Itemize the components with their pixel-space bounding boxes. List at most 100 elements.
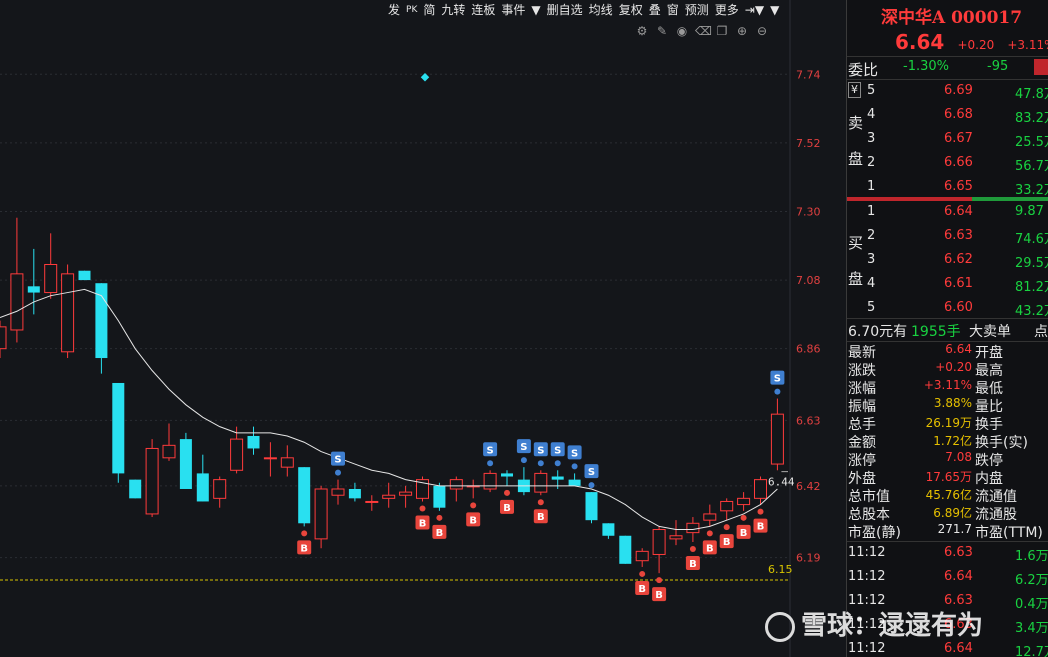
candle-body[interactable]: [78, 270, 91, 281]
candle-body[interactable]: [230, 438, 244, 471]
bid-row[interactable]: 2 6.63 74.6万: [847, 228, 1048, 247]
candle-body[interactable]: [449, 479, 463, 490]
buy-signal-icon[interactable]: [500, 499, 514, 514]
yen-icon[interactable]: ¥: [848, 82, 861, 98]
candle-body[interactable]: [602, 523, 615, 536]
bid-row[interactable]: 1 6.64 9.87: [847, 204, 1048, 222]
candle-body[interactable]: [348, 488, 361, 499]
gear-icon[interactable]: ⚙: [636, 24, 648, 38]
candle-body[interactable]: [129, 479, 142, 499]
candle-body[interactable]: [27, 286, 40, 293]
candle-body[interactable]: [145, 447, 159, 515]
pen-icon[interactable]: ✎: [656, 24, 668, 38]
candle-body[interactable]: [635, 550, 649, 562]
sell-signal-icon[interactable]: [567, 445, 582, 460]
buy-signal-icon[interactable]: [652, 587, 667, 602]
candle-body[interactable]: [365, 500, 379, 503]
toolbar-item-more[interactable]: 更多: [714, 3, 739, 17]
toolbar-item-shijian[interactable]: 事件: [501, 3, 526, 17]
candle-body[interactable]: [551, 476, 564, 480]
sell-signal-icon[interactable]: [584, 464, 599, 479]
sell-signal-icon[interactable]: [533, 442, 548, 457]
toolbar-item-overlay[interactable]: 叠: [648, 3, 661, 17]
candle-body[interactable]: [416, 479, 429, 499]
candle-body[interactable]: [44, 263, 58, 294]
candle-body[interactable]: [280, 457, 294, 468]
candle-body[interactable]: [703, 513, 717, 521]
candle-body[interactable]: [0, 326, 7, 350]
candle-body[interactable]: [619, 535, 632, 564]
toolbar-item-fuquan[interactable]: 复权: [618, 3, 643, 17]
candle-body[interactable]: [534, 472, 548, 493]
toolbar-item-forecast[interactable]: 预测: [684, 3, 709, 17]
candle-body[interactable]: [652, 529, 666, 555]
candle-body[interactable]: [737, 497, 751, 506]
big-order-row[interactable]: 6.70元有 1955手 大卖单 点: [847, 321, 1048, 340]
buy-signal-icon[interactable]: [432, 524, 447, 539]
candle-body[interactable]: [112, 382, 125, 474]
buy-signal-icon[interactable]: [466, 512, 481, 527]
sell-signal-icon[interactable]: [483, 442, 498, 457]
trash-icon[interactable]: ⌫: [695, 24, 712, 38]
candle-body[interactable]: [754, 479, 767, 499]
ask-row[interactable]: 5 6.69 47.8万: [847, 83, 1048, 102]
candle-body[interactable]: [298, 467, 311, 524]
candle-body[interactable]: [568, 479, 581, 486]
sell-signal-icon[interactable]: [770, 370, 785, 385]
candle-body[interactable]: [263, 457, 277, 460]
toolbar-item-jiuzhuan[interactable]: 九转: [441, 3, 466, 17]
candle-body[interactable]: [162, 444, 176, 459]
bid-row[interactable]: 5 6.60 43.2万: [847, 300, 1048, 319]
toolbar-menu-icon[interactable]: ▼: [770, 2, 780, 17]
buy-signal-icon[interactable]: [533, 509, 548, 524]
candle-body[interactable]: [433, 485, 446, 508]
buy-signal-icon[interactable]: [297, 540, 312, 555]
toolbar-item-window[interactable]: 窗: [666, 3, 679, 17]
candle-body[interactable]: [213, 479, 227, 499]
zoom-in-icon[interactable]: ⊕: [736, 24, 748, 38]
candle-body[interactable]: [10, 273, 24, 331]
copy-icon[interactable]: ❐: [716, 24, 728, 38]
ask-row[interactable]: 3 6.67 25.5万: [847, 131, 1048, 150]
bid-row[interactable]: 3 6.62 29.5万: [847, 252, 1048, 271]
candle-body[interactable]: [95, 283, 108, 359]
toolbar-item-jian[interactable]: 简: [423, 3, 436, 17]
kline-chart-area[interactable]: 7.74 7.52 7.30 7.08 6.86 6.63 6.42 6.19 6.15 6.44…: [0, 0, 846, 657]
toolbar-item-fa[interactable]: 发: [388, 3, 401, 17]
candle-body[interactable]: [770, 413, 784, 465]
candle-body[interactable]: [686, 522, 700, 534]
buy-signal-icon[interactable]: [415, 515, 430, 530]
sell-signal-icon[interactable]: [550, 442, 565, 457]
buy-signal-icon[interactable]: [736, 524, 751, 539]
sell-signal-icon[interactable]: [516, 439, 531, 454]
buy-signal-icon[interactable]: [702, 540, 717, 555]
candle-body[interactable]: [720, 500, 734, 512]
bid-row[interactable]: 4 6.61 81.2万: [847, 276, 1048, 295]
toolbar-expand-icon[interactable]: ⇥▼: [744, 2, 765, 17]
sell-tag-icon[interactable]: [1034, 59, 1048, 75]
ask-row[interactable]: 4 6.68 83.2万: [847, 107, 1048, 126]
zoom-out-icon[interactable]: ⊖: [756, 24, 768, 38]
candle-body[interactable]: [382, 494, 396, 499]
eye-icon[interactable]: ◉: [676, 24, 688, 38]
toolbar-item-pk[interactable]: PK: [406, 4, 418, 15]
toolbar-item-ma[interactable]: 均线: [588, 3, 613, 17]
sell-signal-icon[interactable]: [331, 451, 345, 466]
candle-body[interactable]: [399, 491, 413, 496]
candle-body[interactable]: [196, 473, 209, 502]
ask-row[interactable]: 2 6.66 56.7万: [847, 155, 1048, 174]
buy-signal-icon[interactable]: [685, 555, 700, 570]
candle-body[interactable]: [179, 439, 192, 489]
candle-body[interactable]: [247, 435, 260, 449]
kline-chart[interactable]: 7.74 7.52 7.30 7.08 6.86 6.63 6.42 6.196.15 6.44…: [0, 0, 846, 657]
candle-body[interactable]: [331, 488, 345, 496]
candle-body[interactable]: [501, 473, 513, 477]
candle-body[interactable]: [585, 492, 598, 521]
buy-signal-icon[interactable]: [753, 518, 768, 533]
toolbar-item-lianban[interactable]: 连板: [471, 3, 496, 17]
candle-body[interactable]: [61, 273, 75, 353]
buy-signal-icon[interactable]: [635, 580, 650, 595]
toolbar-dropdown-icon[interactable]: ▼: [531, 2, 541, 17]
ask-row[interactable]: 1 6.65 33.2万: [847, 179, 1048, 198]
candle-body[interactable]: [669, 535, 683, 540]
